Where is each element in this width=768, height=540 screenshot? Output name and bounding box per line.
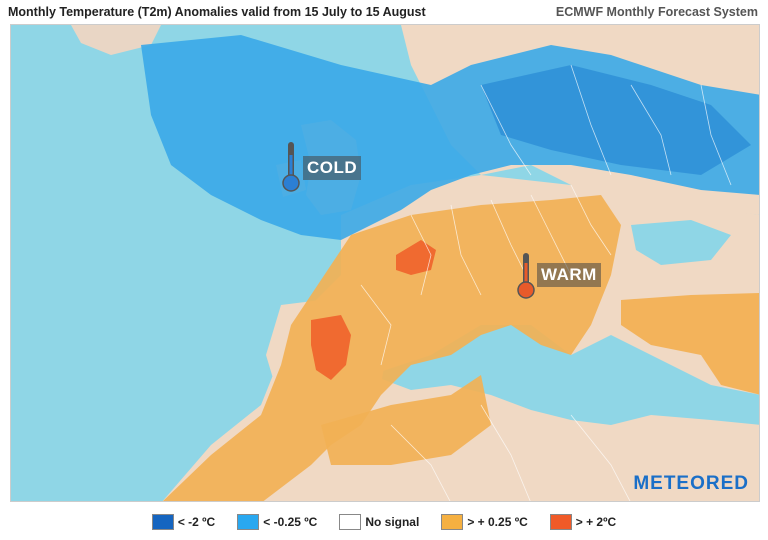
legend-swatch <box>151 514 174 530</box>
legend-item-cold-strong: < -2 ºC <box>151 514 216 530</box>
source-label: ECMWF Monthly Forecast System <box>555 5 758 19</box>
legend-swatch <box>549 514 572 530</box>
brand-logo: METEORED <box>633 473 749 494</box>
map-title: Monthly Temperature (T2m) Anomalies vali… <box>8 5 426 19</box>
warm-anomaly-zone <box>163 195 621 501</box>
landmass-north <box>71 25 161 55</box>
legend: < -2 ºC < -0.25 ºC No signal > + 0.25 ºC… <box>0 508 768 536</box>
legend-label: > + 2ºC <box>575 515 617 529</box>
legend-label: No signal <box>365 515 420 529</box>
warm-label: WARM <box>537 263 601 287</box>
legend-label: > + 0.25 ºC <box>467 515 528 529</box>
legend-item-no-signal: No signal <box>339 514 419 530</box>
warm-strong-spot-france <box>396 240 436 275</box>
legend-swatch <box>339 514 362 530</box>
legend-label: < -0.25 ºC <box>263 515 318 529</box>
mediterranean-sea <box>371 325 759 425</box>
warm-anomaly-east <box>621 293 759 395</box>
legend-swatch <box>237 514 260 530</box>
legend-label: < -2 ºC <box>177 515 216 529</box>
legend-item-warm: > + 0.25 ºC <box>441 514 528 530</box>
legend-swatch <box>441 514 464 530</box>
borders <box>360 64 732 501</box>
cold-thermometer-icon <box>282 142 300 192</box>
anomaly-map: COLD WARM METEORED <box>10 24 760 502</box>
map-canvas <box>11 25 759 501</box>
legend-item-cold: < -0.25 ºC <box>237 514 317 530</box>
cold-anomaly-core <box>481 65 751 175</box>
cold-label: COLD <box>303 156 362 180</box>
legend-item-warm-strong: > + 2ºC <box>549 514 617 530</box>
warm-strong-spot-iberia <box>311 315 351 380</box>
black-sea <box>631 220 731 265</box>
warm-anomaly-north-africa <box>321 375 491 465</box>
warm-thermometer-icon <box>517 253 535 299</box>
